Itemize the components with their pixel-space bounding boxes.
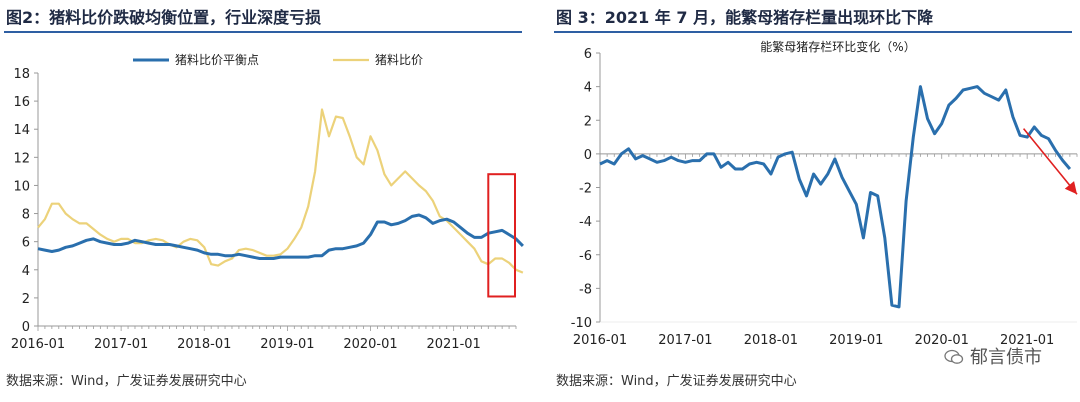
y-tick-label: 6 xyxy=(584,47,592,62)
legend-label-price: 猪料比价 xyxy=(375,53,423,67)
x-tick-label: 2020-01 xyxy=(915,333,969,348)
x-tick-label: 2021-01 xyxy=(1000,333,1054,348)
y-tick-label: 16 xyxy=(13,95,30,110)
y-tick-label: -8 xyxy=(579,282,592,297)
left-chart-panel: 图2：猪料比价跌破均衡位置，行业深度亏损 0 2 4 6 8 10 12 14 16 18 2016… xyxy=(0,0,530,402)
y-tick-label: 12 xyxy=(13,151,30,166)
x-tick-label: 2021-01 xyxy=(426,337,480,352)
y-tick-label: 0 xyxy=(22,320,30,335)
x-tick-label: 2017-01 xyxy=(94,337,148,352)
x-tick-label: 2019-01 xyxy=(829,333,883,348)
right-title-rule xyxy=(554,31,1072,33)
watermark: 郁言债市 xyxy=(944,343,1042,369)
y-tick-label: 4 xyxy=(22,264,30,279)
y-tick-label: 14 xyxy=(13,123,30,138)
y-tick-label: 18 xyxy=(13,67,30,82)
series-line-1 xyxy=(37,213,524,260)
right-chart-title: 图 3：2021 年 7 月，能繁母猪存栏量出现环比下降 xyxy=(556,8,934,27)
x-tick-label: 2016-01 xyxy=(11,337,65,352)
left-chart-title: 图2：猪料比价跌破均衡位置，行业深度亏损 xyxy=(6,8,322,27)
wechat-icon xyxy=(944,349,964,364)
y-tick-label: -10 xyxy=(571,316,592,331)
y-tick-label: 2 xyxy=(584,114,592,129)
legend-label-balance: 猪料比价平衡点 xyxy=(175,53,259,67)
y-tick-label: 0 xyxy=(584,148,592,163)
y-tick-label: 2 xyxy=(22,292,30,307)
watermark-text: 郁言债市 xyxy=(970,347,1042,368)
left-source-note: 数据来源：Wind，广发证券发展研究中心 xyxy=(6,374,247,389)
highlight-box xyxy=(487,173,516,298)
y-tick-label: -6 xyxy=(579,249,592,264)
y-tick-label: 6 xyxy=(22,236,30,251)
trend-arrow-line xyxy=(1022,128,1078,195)
y-tick-label: -2 xyxy=(579,182,592,197)
series-line-1 xyxy=(599,85,1072,309)
trend-arrow-head xyxy=(1064,181,1077,195)
x-tick-label: 2019-01 xyxy=(260,337,314,352)
right-chart-svg: -10 -8 -6 -4 -2 0 2 4 6 2016-01 2017-01 2018-01 2019… xyxy=(571,39,1078,348)
y-tick-label: 4 xyxy=(584,81,592,96)
x-tick-label: 2017-01 xyxy=(658,333,712,348)
y-tick-label: 8 xyxy=(22,208,30,223)
x-tick-label: 2016-01 xyxy=(573,333,627,348)
left-title-rule xyxy=(4,31,522,33)
x-tick-label: 2018-01 xyxy=(177,337,231,352)
y-tick-label: 10 xyxy=(13,179,30,194)
x-tick-label: 2020-01 xyxy=(343,337,397,352)
chart-subtitle: 能繁母猪存栏环比变化（%） xyxy=(760,39,915,54)
right-chart-panel: 图 3：2021 年 7 月，能繁母猪存栏量出现环比下降 -10 -8 -6 -4 -2… xyxy=(550,0,1080,402)
x-tick-label: 2018-01 xyxy=(744,333,798,348)
series-line-2 xyxy=(37,108,524,274)
y-tick-label: -4 xyxy=(579,215,592,230)
right-source-note: 数据来源：Wind，广发证券发展研究中心 xyxy=(556,374,797,389)
left-chart-svg: 0 2 4 6 8 10 12 14 16 18 2016-01 2017-01 2018-01 2019… xyxy=(11,53,524,352)
